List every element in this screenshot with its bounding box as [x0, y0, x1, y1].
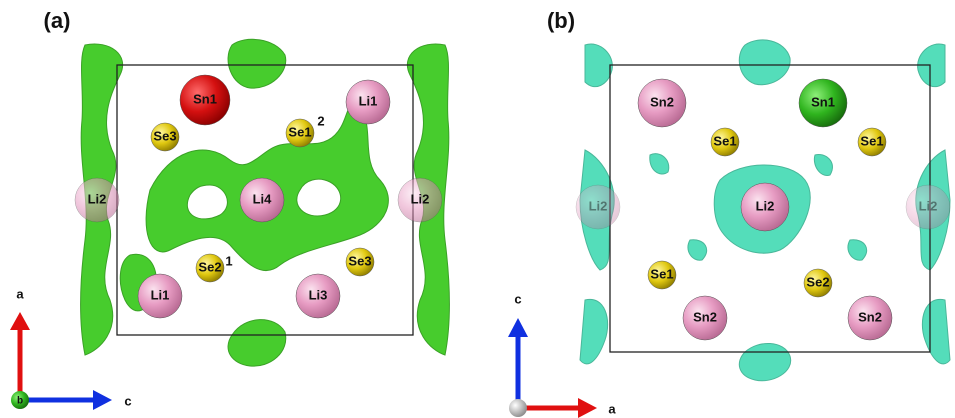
atom-label: 1	[225, 253, 232, 268]
atom-label: Li2	[756, 198, 775, 213]
atom-label: Se3	[348, 253, 371, 268]
atom-label: Se3	[153, 128, 176, 143]
atom-label: Se1	[860, 133, 883, 148]
atom-label: Sn2	[858, 309, 882, 324]
atom-label: 2	[317, 113, 324, 128]
atom-label: Li1	[151, 287, 170, 302]
atom-label: Se2	[198, 259, 221, 274]
atom-label: Li4	[253, 191, 273, 206]
atom-label: Se1	[288, 124, 311, 139]
atoms: Sn1 Li1 Se3 Se1 2 Li2 Li4 Li2 Se2 1 Se3 Li1 Li3 Sn2 Sn…	[75, 75, 950, 340]
atom-label: Li2	[589, 198, 608, 213]
atom-label: Li2	[88, 191, 107, 206]
panel-label: (a)	[44, 8, 71, 33]
axes-a: a c b	[10, 286, 132, 410]
atom-label: Li1	[359, 93, 378, 108]
atom-label: Se1	[650, 266, 673, 281]
atom-label: Li2	[919, 198, 938, 213]
axis-label: a	[16, 286, 24, 301]
atom-label: Sn2	[650, 94, 674, 109]
atom-label: Sn1	[811, 94, 835, 109]
figure: Sn1 Li1 Se3 Se1 2 Li2 Li4 Li2 Se2 1 Se3 Li1 Li3 Sn2 Sn…	[0, 0, 955, 418]
atom-label: Se2	[806, 274, 829, 289]
axis-label: a	[608, 401, 616, 416]
atom-label: Li2	[411, 191, 430, 206]
atom-label: Sn1	[193, 91, 217, 106]
atom-label: Sn2	[693, 309, 717, 324]
axis-label: c	[514, 291, 521, 306]
axis-label: b	[17, 396, 23, 407]
atom-label: Li3	[309, 287, 328, 302]
atom-label: Se1	[713, 133, 736, 148]
panel-label: (b)	[547, 8, 575, 33]
axis-label: c	[124, 393, 131, 408]
